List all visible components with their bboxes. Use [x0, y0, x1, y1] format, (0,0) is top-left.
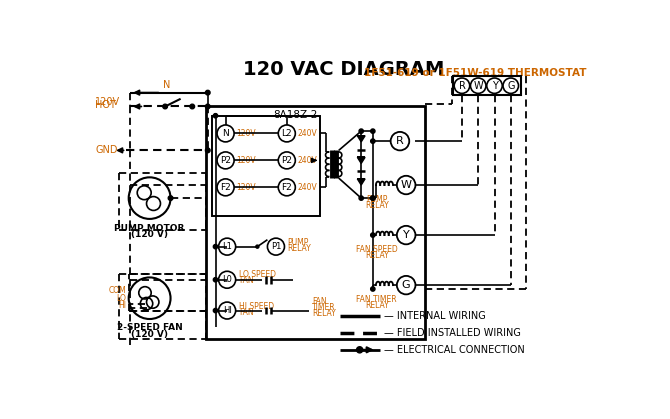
Text: — FIELD INSTALLED WIRING: — FIELD INSTALLED WIRING: [384, 328, 521, 338]
Text: TIMER: TIMER: [312, 303, 336, 312]
Text: PUMP: PUMP: [287, 238, 309, 246]
Text: P2: P2: [281, 156, 292, 165]
Circle shape: [213, 114, 218, 118]
Text: 120V: 120V: [237, 129, 256, 138]
Text: N: N: [222, 129, 229, 138]
Circle shape: [371, 196, 375, 200]
Circle shape: [206, 148, 210, 153]
Text: R: R: [458, 81, 466, 91]
Text: 240V: 240V: [297, 183, 318, 192]
Bar: [206, 106, 425, 339]
Text: W: W: [401, 180, 411, 190]
Text: HI SPEED: HI SPEED: [239, 302, 274, 311]
Circle shape: [356, 347, 362, 353]
Polygon shape: [357, 136, 365, 142]
Circle shape: [359, 129, 363, 133]
Text: 120V: 120V: [95, 97, 121, 107]
Circle shape: [371, 233, 375, 237]
Text: RELAY: RELAY: [312, 309, 336, 318]
Circle shape: [206, 91, 210, 95]
Text: P2: P2: [220, 156, 231, 165]
Text: 120V: 120V: [237, 183, 256, 192]
Text: L0: L0: [222, 275, 232, 284]
Polygon shape: [357, 157, 365, 163]
Text: LO: LO: [117, 294, 127, 303]
Text: 2-SPEED FAN: 2-SPEED FAN: [117, 323, 182, 332]
Bar: [453, 76, 521, 95]
Text: N: N: [163, 80, 170, 90]
Circle shape: [213, 244, 218, 249]
Text: COM: COM: [109, 286, 127, 295]
Circle shape: [256, 245, 259, 248]
Text: R: R: [396, 136, 404, 146]
Text: FAN SPEED: FAN SPEED: [356, 245, 397, 254]
Text: 240V: 240V: [297, 129, 318, 138]
Text: 120 VAC DIAGRAM: 120 VAC DIAGRAM: [243, 60, 444, 79]
Text: (120 V): (120 V): [131, 230, 168, 240]
Text: F2: F2: [281, 183, 292, 192]
Text: HOT: HOT: [95, 100, 117, 110]
Circle shape: [206, 104, 210, 109]
Text: W: W: [474, 81, 483, 91]
Text: 8A18Z-2: 8A18Z-2: [273, 110, 318, 119]
Text: 120V: 120V: [237, 156, 256, 165]
Text: FAN: FAN: [239, 276, 253, 285]
Text: RELAY: RELAY: [365, 301, 389, 310]
Text: P1: P1: [271, 242, 281, 251]
Text: GND: GND: [95, 145, 118, 155]
Text: 240V: 240V: [297, 156, 318, 165]
Text: RELAY: RELAY: [287, 244, 312, 253]
Circle shape: [359, 196, 363, 200]
Text: L1: L1: [222, 242, 232, 251]
Text: HI: HI: [119, 301, 127, 310]
Circle shape: [190, 104, 194, 109]
Text: 1F51-619 or 1F51W-619 THERMOSTAT: 1F51-619 or 1F51W-619 THERMOSTAT: [364, 67, 586, 78]
Text: Y: Y: [492, 81, 497, 91]
Text: PUMP: PUMP: [366, 195, 387, 204]
Text: G: G: [507, 81, 515, 91]
Text: RELAY: RELAY: [365, 201, 389, 210]
Text: — ELECTRICAL CONNECTION: — ELECTRICAL CONNECTION: [384, 345, 525, 355]
Text: FAN: FAN: [312, 297, 327, 306]
Bar: [212, 116, 320, 216]
Circle shape: [168, 196, 173, 200]
Polygon shape: [357, 179, 365, 185]
Text: G: G: [402, 280, 411, 290]
Text: FAN TIMER: FAN TIMER: [356, 295, 397, 304]
Circle shape: [371, 196, 375, 200]
Text: — INTERNAL WIRING: — INTERNAL WIRING: [384, 311, 486, 321]
Text: L2: L2: [281, 129, 292, 138]
Circle shape: [213, 308, 218, 313]
Text: Y: Y: [403, 230, 409, 240]
Text: RELAY: RELAY: [365, 251, 389, 260]
Text: (120 V): (120 V): [131, 330, 168, 339]
Text: PUMP MOTOR: PUMP MOTOR: [115, 223, 185, 233]
Circle shape: [163, 104, 168, 109]
Text: HI: HI: [222, 306, 232, 315]
Text: F2: F2: [220, 183, 231, 192]
Circle shape: [371, 129, 375, 133]
Circle shape: [371, 287, 375, 291]
Text: LO SPEED: LO SPEED: [239, 270, 276, 279]
Text: FAN: FAN: [239, 308, 253, 317]
Circle shape: [213, 277, 218, 282]
Circle shape: [371, 139, 375, 143]
